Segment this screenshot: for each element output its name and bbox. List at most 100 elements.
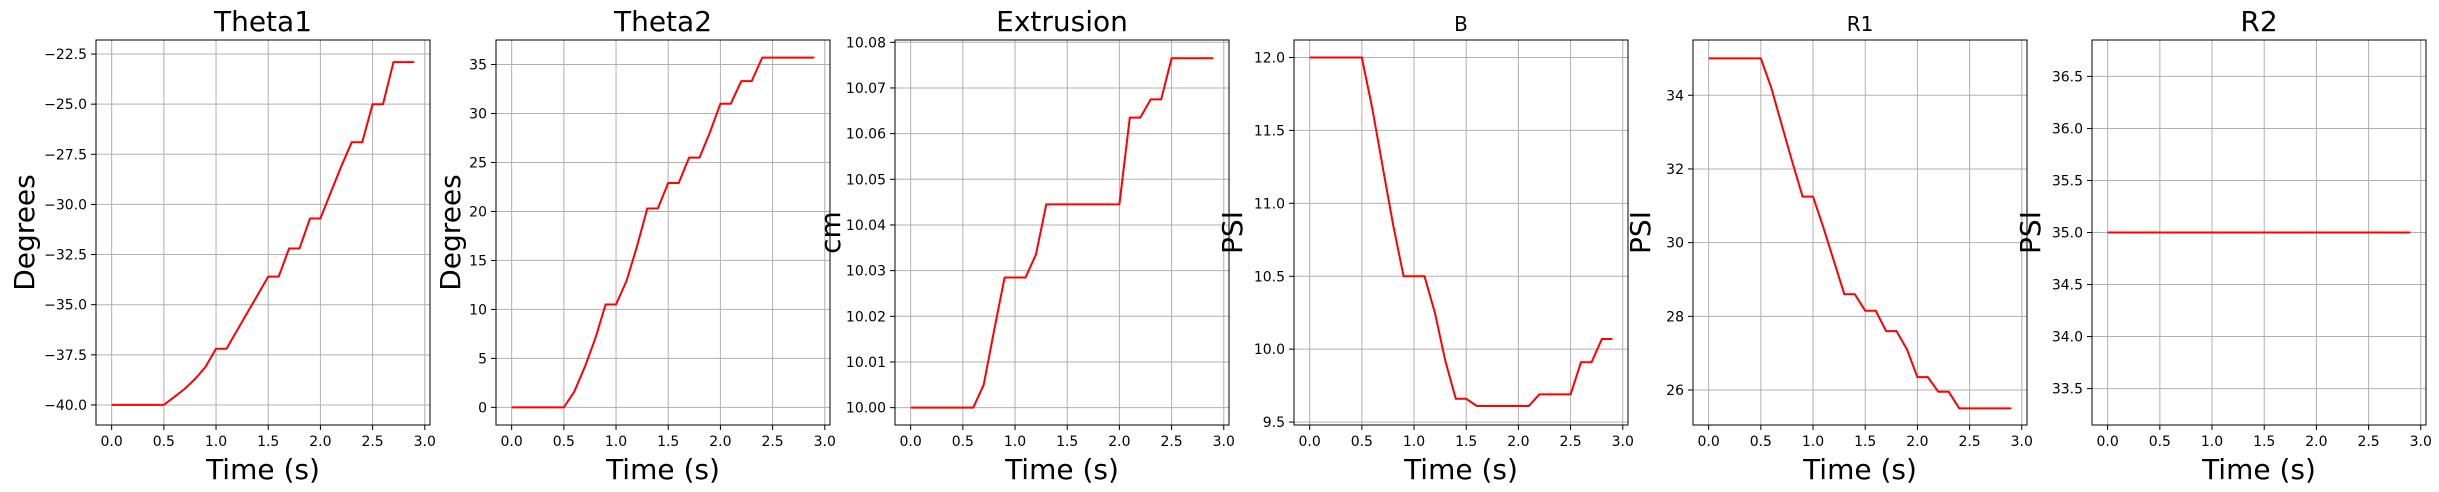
y-tick-label: 10.08 (846, 35, 886, 51)
x-tick-label: 0.5 (2149, 434, 2171, 450)
y-tick-label: 11.5 (1254, 123, 1285, 139)
x-tick-label: 1.0 (1802, 434, 1824, 450)
x-tick-label: 1.5 (657, 434, 679, 450)
x-tick-label: 2.5 (761, 434, 783, 450)
x-tick-label: 2.5 (361, 434, 383, 450)
x-tick-label: 0.5 (952, 434, 974, 450)
y-tick-label: 10.06 (846, 127, 886, 143)
x-tick-label: 3.0 (1213, 434, 1235, 450)
y-tick-label: −37.5 (44, 348, 87, 364)
y-tick-label: −25.0 (44, 97, 87, 113)
x-tick-label: 1.0 (605, 434, 627, 450)
y-tick-label: 5 (478, 351, 487, 367)
x-tick-label: 3.0 (814, 434, 836, 450)
x-tick-label: 2.0 (1108, 434, 1130, 450)
x-tick-label: 0.0 (501, 434, 523, 450)
y-axis-label: PSI (1216, 211, 1249, 254)
y-tick-label: 10.00 (846, 401, 886, 417)
y-tick-label: 28 (1666, 309, 1684, 325)
x-tick-label: 1.5 (1056, 434, 1078, 450)
chart-title: Theta1 (213, 5, 312, 38)
x-tick-label: 0.5 (1351, 434, 1373, 450)
axes-frame (95, 39, 431, 426)
x-tick-label: 3.0 (1612, 434, 1634, 450)
x-tick-label: 3.0 (2011, 434, 2033, 450)
x-axis-label: Time (s) (2201, 453, 2316, 486)
y-tick-label: −40.0 (44, 398, 87, 414)
x-tick-label: 0.0 (900, 434, 922, 450)
y-tick-label: 35.0 (2052, 226, 2083, 242)
y-tick-label: 10.07 (846, 81, 886, 97)
x-tick-label: 2.5 (1160, 434, 1182, 450)
y-tick-label: 0 (478, 400, 487, 416)
axes-frame (894, 39, 1230, 426)
x-axis-label: Time (s) (205, 453, 320, 486)
x-tick-label: 0.0 (1299, 434, 1321, 450)
x-tick-label: 2.5 (1958, 434, 1980, 450)
x-tick-label: 2.0 (709, 434, 731, 450)
y-tick-label: 33.5 (2052, 382, 2083, 398)
y-tick-label: 20 (469, 204, 487, 220)
y-tick-label: 10.02 (846, 309, 886, 325)
y-tick-label: 9.5 (1263, 415, 1285, 431)
y-axis-label: Degrees (434, 174, 467, 291)
chart-title: R1 (1847, 12, 1874, 36)
panel-theta1: 0.0 0.5 1.0 1.5 2.0 2.5 3.0 −40.0 −37.5 −35.0 −32.… (8, 5, 436, 486)
x-tick-label: 3.0 (2410, 434, 2432, 450)
x-tick-label: 2.0 (1507, 434, 1529, 450)
x-tick-label: 3.0 (414, 434, 436, 450)
panel-b: 0.0 0.5 1.0 1.5 2.0 2.5 3.0 9.5 10.0 10.5 11.0 11.5… (1216, 12, 1634, 486)
series-line-theta1 (111, 61, 415, 406)
x-axis-label: Time (s) (1004, 453, 1119, 486)
x-tick-label: 1.0 (1004, 434, 1026, 450)
y-tick-label: 26 (1666, 383, 1684, 399)
y-tick-label: 10.05 (846, 172, 886, 188)
y-tick-label: 10.04 (846, 218, 886, 234)
y-tick-label: 11.0 (1254, 196, 1285, 212)
y-tick-label: 36.5 (2052, 69, 2083, 85)
x-tick-label: 2.0 (309, 434, 331, 450)
y-tick-label: −32.5 (44, 248, 87, 264)
y-tick-label: 10.5 (1254, 269, 1285, 285)
y-tick-label: −30.0 (44, 197, 87, 213)
axes-frame (1692, 39, 2028, 426)
x-tick-label: 0.5 (153, 434, 175, 450)
x-tick-label: 2.0 (1906, 434, 1928, 450)
panel-r2: 0.0 0.5 1.0 1.5 2.0 2.5 3.0 33.5 34.0 34.5 35.0 35.… (2014, 5, 2432, 486)
x-tick-label: 0.0 (1698, 434, 1720, 450)
x-tick-label: 1.0 (2201, 434, 2223, 450)
y-tick-label: 35.5 (2052, 173, 2083, 189)
y-tick-label: 34.5 (2052, 278, 2083, 294)
y-tick-label: −27.5 (44, 147, 87, 163)
y-tick-label: 32 (1666, 162, 1684, 178)
x-tick-label: 1.0 (1403, 434, 1425, 450)
series-line-extrusion (910, 57, 1214, 409)
y-tick-label: −22.5 (44, 47, 87, 63)
axes-frame (495, 39, 831, 426)
x-tick-label: 1.0 (205, 434, 227, 450)
x-tick-label: 1.5 (257, 434, 279, 450)
x-axis-label: Time (s) (605, 453, 720, 486)
series-line-r1 (1708, 57, 2012, 410)
y-tick-label: 30 (1666, 236, 1684, 252)
chart-title: Theta2 (613, 5, 712, 38)
y-axis-label: PSI (2014, 211, 2047, 254)
y-tick-label: 34 (1666, 88, 1684, 104)
panel-theta2: 0.0 0.5 1.0 1.5 2.0 2.5 3.0 0 5 10 15 20 25 30 35 Theta… (434, 5, 836, 486)
y-tick-label: 10.0 (1254, 342, 1285, 358)
y-tick-label: 25 (469, 155, 487, 171)
x-tick-label: 2.0 (2305, 434, 2327, 450)
series-line-b (1309, 56, 1613, 407)
chart-title: R2 (2240, 5, 2277, 38)
y-tick-label: 35 (469, 57, 487, 73)
x-axis-label: Time (s) (1403, 453, 1518, 486)
panel-extrusion: 0.0 0.5 1.0 1.5 2.0 2.5 3.0 10.00 10.01 10.02 10.0… (814, 5, 1235, 486)
x-tick-label: 0.5 (1750, 434, 1772, 450)
x-tick-label: 0.0 (101, 434, 123, 450)
y-axis-label: cm (814, 211, 847, 254)
x-tick-label: 1.5 (1455, 434, 1477, 450)
x-tick-label: 2.5 (2357, 434, 2379, 450)
x-tick-label: 0.0 (2097, 434, 2119, 450)
y-tick-label: 34.0 (2052, 330, 2083, 346)
